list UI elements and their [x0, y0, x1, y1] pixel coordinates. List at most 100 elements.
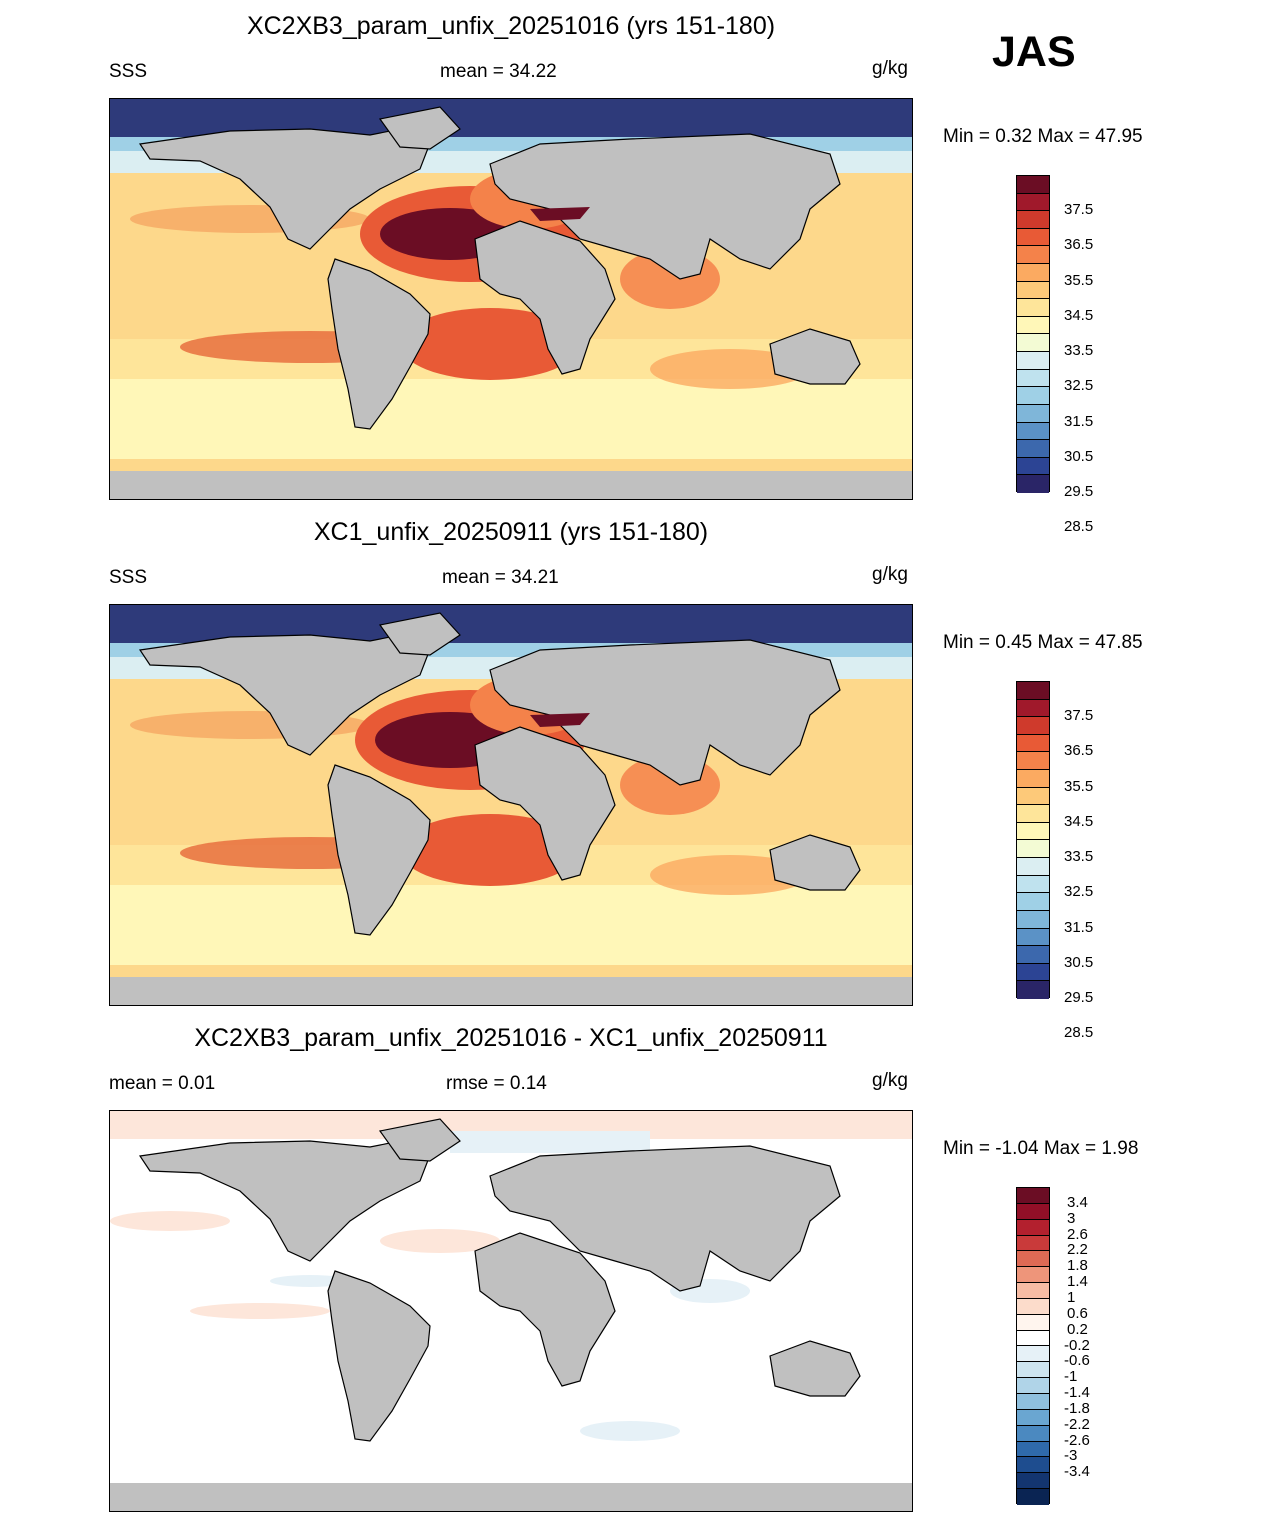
colorbar-tick-label: 29.5	[1064, 989, 1094, 1006]
colorbar-tick-label: 0.6	[1067, 1304, 1088, 1322]
panel-3-minmax: Min = -1.04 Max = 1.98	[943, 1138, 1139, 1159]
colorbar-tick-label: 36.5	[1064, 236, 1094, 254]
colorbar-box	[1017, 1188, 1049, 1204]
colorbar-box	[1017, 1219, 1049, 1236]
colorbar-box	[1017, 1362, 1049, 1379]
colorbar-box	[1017, 875, 1049, 894]
panel-1-left-label: SSS	[109, 61, 148, 82]
colorbar-tick-label: 31.5	[1064, 918, 1094, 936]
colorbar-box	[1017, 404, 1049, 423]
panel-1-units: g/kg	[872, 58, 908, 79]
panel-1-mean: mean = 34.22	[440, 61, 557, 82]
colorbar-tick-label: -1	[1064, 1368, 1078, 1386]
colorbar-tick-label: 28.5	[1064, 1024, 1094, 1042]
colorbar-tick-label: 37.5	[1064, 707, 1094, 725]
panel-2-left-label: SSS	[109, 567, 148, 588]
colorbar-box	[1017, 1489, 1049, 1505]
colorbar-box	[1017, 246, 1049, 265]
panel-2-units: g/kg	[872, 564, 908, 585]
colorbar-tick-label: 2.2	[1067, 1241, 1088, 1259]
colorbar-box	[1017, 211, 1049, 229]
colorbar-box	[1017, 475, 1049, 493]
colorbar-tick-label: 31.5	[1064, 412, 1094, 430]
colorbar-box	[1017, 1393, 1049, 1410]
map-plot	[110, 605, 912, 1005]
colorbar-box	[1017, 682, 1049, 700]
colorbar-box	[1017, 1378, 1049, 1394]
colorbar-box	[1017, 1283, 1049, 1299]
panel-2-colorbar	[1016, 681, 1050, 999]
panel-2-title: XC1_unfix_20250911 (yrs 151-180)	[313, 518, 709, 546]
colorbar-tick-label: -1.4	[1064, 1384, 1090, 1402]
map-plot	[110, 99, 912, 499]
panel-1-minmax: Min = 0.32 Max = 47.95	[943, 126, 1143, 147]
colorbar-box	[1017, 422, 1049, 441]
colorbar-box	[1017, 1298, 1049, 1315]
colorbar-box	[1017, 787, 1049, 806]
panel-3-mean: mean = 0.01	[109, 1073, 216, 1094]
panel-3-units: g/kg	[872, 1070, 908, 1091]
colorbar-tick-label: 33.5	[1064, 848, 1094, 866]
colorbar-box	[1017, 858, 1049, 876]
colorbar-box	[1017, 387, 1049, 405]
panel-1-map	[109, 98, 913, 500]
colorbar-tick-label: 35.5	[1064, 777, 1094, 795]
colorbar-tick-label: 1.8	[1067, 1257, 1088, 1275]
colorbar-tick-label: 28.5	[1064, 518, 1094, 536]
colorbar-box	[1017, 752, 1049, 771]
colorbar-box	[1017, 1330, 1049, 1347]
colorbar-tick-label: 29.5	[1064, 483, 1094, 500]
colorbar-box	[1017, 440, 1049, 458]
colorbar-box	[1017, 281, 1049, 300]
colorbar-box	[1017, 1409, 1049, 1426]
colorbar-box	[1017, 1346, 1049, 1363]
colorbar-tick-label: -3.4	[1064, 1463, 1090, 1481]
colorbar-box	[1017, 369, 1049, 388]
colorbar-tick-label: 30.5	[1064, 953, 1094, 971]
panel-2-map	[109, 604, 913, 1006]
colorbar-tick-label: 32.5	[1064, 883, 1094, 901]
colorbar-tick-label: 1	[1067, 1288, 1076, 1306]
colorbar-box	[1017, 352, 1049, 370]
colorbar-box	[1017, 910, 1049, 929]
colorbar-tick-label: 0.2	[1067, 1320, 1088, 1338]
map-plot	[110, 1111, 912, 1511]
panel-3-rmse: rmse = 0.14	[446, 1073, 547, 1094]
colorbar-tick-label: 3	[1067, 1209, 1076, 1227]
colorbar-box	[1017, 770, 1049, 788]
panel-3-map	[109, 1110, 913, 1512]
colorbar-box	[1017, 1251, 1049, 1268]
colorbar-tick-label: 34.5	[1064, 306, 1094, 324]
colorbar-tick-label: -0.2	[1064, 1336, 1090, 1354]
panel-3-colorbar	[1016, 1187, 1050, 1505]
colorbar-tick-label: -3	[1064, 1447, 1078, 1465]
colorbar-box	[1017, 316, 1049, 335]
colorbar-tick-label: -2.6	[1064, 1431, 1090, 1449]
colorbar-tick-label: 2.6	[1067, 1225, 1088, 1243]
colorbar-tick-label: -0.6	[1064, 1352, 1090, 1370]
colorbar-box	[1017, 928, 1049, 947]
colorbar-box	[1017, 1457, 1049, 1474]
colorbar-box	[1017, 981, 1049, 999]
colorbar-tick-label: 33.5	[1064, 342, 1094, 360]
colorbar-tick-label: 34.5	[1064, 812, 1094, 830]
colorbar-box	[1017, 805, 1049, 823]
colorbar-tick-label: 35.5	[1064, 271, 1094, 289]
colorbar-box	[1017, 840, 1049, 859]
colorbar-box	[1017, 893, 1049, 911]
colorbar-tick-label: 32.5	[1064, 377, 1094, 395]
colorbar-box	[1017, 963, 1049, 982]
panel-2-minmax: Min = 0.45 Max = 47.85	[943, 632, 1143, 653]
colorbar-box	[1017, 299, 1049, 317]
colorbar-box	[1017, 334, 1049, 353]
panel-3-title: XC2XB3_param_unfix_20251016 - XC1_unfix_…	[194, 1024, 828, 1052]
colorbar-box	[1017, 228, 1049, 247]
colorbar-box	[1017, 822, 1049, 841]
colorbar-box	[1017, 457, 1049, 476]
colorbar-box	[1017, 1425, 1049, 1442]
colorbar-box	[1017, 1267, 1049, 1284]
colorbar-tick-label: -2.2	[1064, 1415, 1090, 1433]
colorbar-tick-label: 3.4	[1067, 1193, 1088, 1211]
colorbar-box	[1017, 193, 1049, 212]
panel-1-title: XC2XB3_param_unfix_20251016 (yrs 151-180…	[246, 12, 776, 40]
